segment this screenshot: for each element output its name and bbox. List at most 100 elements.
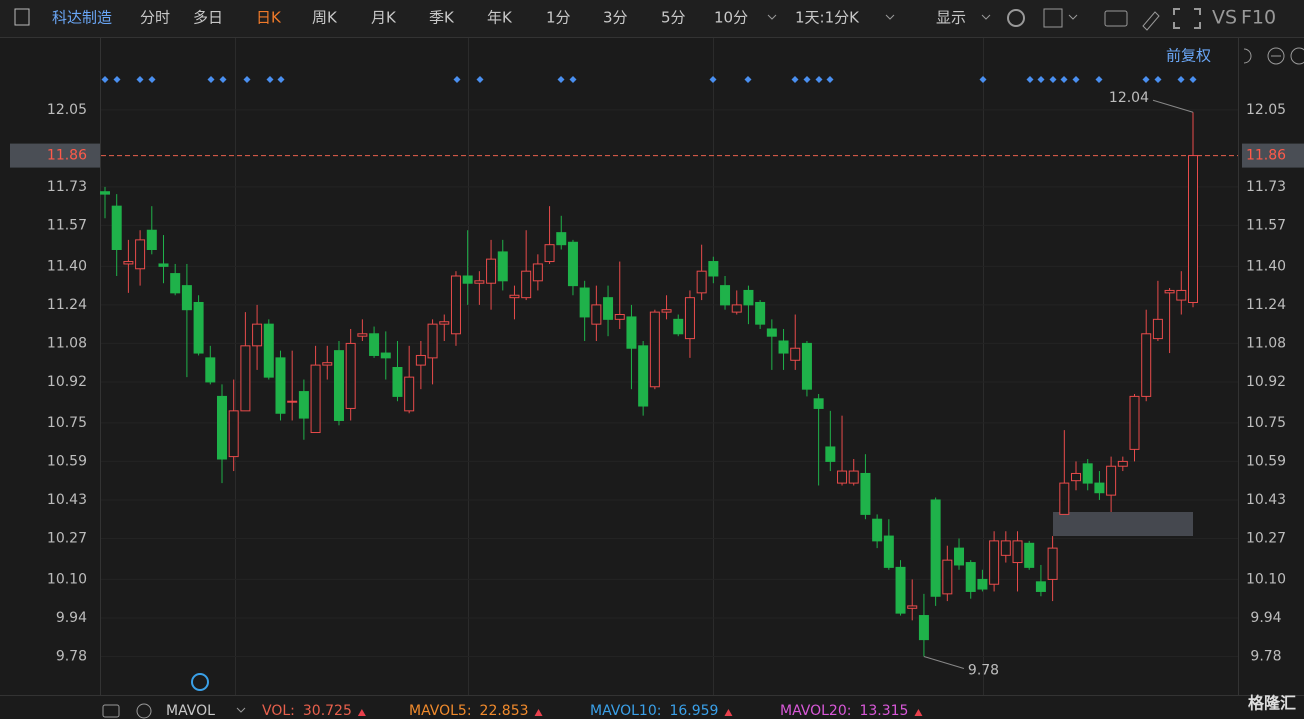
candle-body xyxy=(100,191,110,195)
indicator-value: 16.959 xyxy=(669,703,718,719)
signal-marker xyxy=(1142,76,1150,83)
y-tick-label-right: 11.08 xyxy=(1246,335,1286,351)
period-tab[interactable]: 日K xyxy=(256,9,282,27)
undo-icon[interactable] xyxy=(1243,48,1252,64)
period-tab[interactable]: 年K xyxy=(487,9,513,27)
period-tab[interactable]: 周K xyxy=(312,9,338,27)
zoom-in-icon[interactable] xyxy=(1290,47,1304,65)
candle-body xyxy=(1106,465,1117,496)
candle-body xyxy=(240,345,251,412)
period-tab[interactable]: 1分 xyxy=(546,9,571,27)
candle-body xyxy=(661,309,672,313)
y-tick-label-right: 10.59 xyxy=(1246,453,1286,469)
fullscreen-icon[interactable] xyxy=(1173,8,1201,29)
signal-marker xyxy=(136,76,144,83)
candle-body xyxy=(298,391,309,419)
chevron xyxy=(981,14,991,20)
candle-body xyxy=(731,304,742,313)
candle-body xyxy=(497,251,508,282)
brand: 格隆汇 xyxy=(1248,694,1296,713)
candle-body xyxy=(1094,482,1105,494)
period-tab[interactable]: 10分 xyxy=(714,9,748,27)
candle-body xyxy=(427,323,438,359)
candle-body xyxy=(404,376,415,412)
camera-icon[interactable] xyxy=(102,704,120,718)
locate-icon[interactable] xyxy=(191,673,209,691)
candle-body xyxy=(450,275,461,335)
y-tick-label-right: 10.75 xyxy=(1246,415,1286,431)
zoom-out-icon[interactable] xyxy=(1267,47,1285,65)
signal-marker xyxy=(219,76,227,83)
candle-body xyxy=(1117,460,1128,467)
candle-body xyxy=(111,205,122,251)
pen-icon[interactable] xyxy=(1142,11,1160,31)
candle-body xyxy=(486,258,497,284)
period-tab[interactable]: 月K xyxy=(371,9,397,27)
candle-body xyxy=(1082,463,1093,484)
signal-marker xyxy=(101,76,109,83)
up-arrow xyxy=(357,709,366,716)
candle-body xyxy=(380,352,391,359)
candle-body xyxy=(287,400,298,403)
signal-marker xyxy=(1026,76,1034,83)
signal-marker xyxy=(148,76,156,83)
candle-body xyxy=(872,518,883,542)
candle-body xyxy=(825,446,836,462)
up-arrow xyxy=(914,709,923,716)
f10-button[interactable]: F10 xyxy=(1241,7,1276,29)
signal-marker xyxy=(1189,76,1197,83)
period-select[interactable]: 1天:1分K xyxy=(795,9,860,27)
close-icon[interactable] xyxy=(136,703,152,719)
period-tab[interactable]: 5分 xyxy=(661,9,686,27)
signal-marker xyxy=(277,76,285,83)
period-tab[interactable]: 多日 xyxy=(193,9,223,27)
candle-body xyxy=(228,410,239,458)
candle-body xyxy=(1047,547,1058,580)
signal-marker xyxy=(1154,76,1162,83)
last-price-box xyxy=(1242,143,1304,168)
last-price-label-right: 11.86 xyxy=(1246,148,1286,164)
settings-icon[interactable] xyxy=(1007,9,1025,27)
signal-marker xyxy=(1095,76,1103,83)
panel-toggle[interactable] xyxy=(14,8,30,26)
box-icon[interactable] xyxy=(1043,8,1063,28)
y-tick-label-right: 9.78 xyxy=(1250,648,1281,664)
y-tick-label-right: 10.43 xyxy=(1246,492,1286,508)
y-tick-label: 10.75 xyxy=(47,415,87,431)
candle-body xyxy=(579,287,590,318)
candle-body xyxy=(369,333,380,356)
period-tab[interactable]: 分时 xyxy=(140,9,170,27)
candle-body xyxy=(778,340,789,354)
last-price-label: 11.86 xyxy=(47,148,87,164)
candle-body xyxy=(521,270,532,299)
indicator-value: 13.315 xyxy=(859,703,908,719)
candle-body xyxy=(930,499,941,597)
candle-body xyxy=(860,472,871,515)
adjust-select[interactable]: 前复权 xyxy=(1166,47,1211,65)
candle-body xyxy=(1059,482,1070,515)
period-tab[interactable]: 季K xyxy=(429,9,455,27)
candle-body xyxy=(965,562,976,592)
camera-icon[interactable] xyxy=(1104,10,1128,27)
stock-name[interactable]: 科达制造 xyxy=(52,9,112,27)
candle-body xyxy=(333,350,344,421)
selection-box[interactable] xyxy=(1053,512,1193,536)
candle-body xyxy=(895,566,906,614)
min-label: 9.78 xyxy=(968,662,999,678)
y-tick-label: 11.57 xyxy=(47,217,87,233)
candle-body xyxy=(977,578,988,590)
candle-body xyxy=(205,357,216,383)
up-arrow xyxy=(724,709,733,716)
candle-body xyxy=(720,285,731,306)
candle-body xyxy=(1035,581,1046,592)
signal-marker xyxy=(476,76,484,83)
up-arrow xyxy=(534,709,543,716)
candle-body xyxy=(1024,542,1035,568)
display-select[interactable]: 显示 xyxy=(936,9,966,27)
vs-button[interactable]: VS xyxy=(1212,7,1237,29)
candle-body xyxy=(544,244,555,263)
candle-body xyxy=(357,333,368,337)
period-tab[interactable]: 3分 xyxy=(603,9,628,27)
y-tick-label-right: 10.92 xyxy=(1246,374,1286,390)
indicator-select[interactable]: MAVOL xyxy=(166,703,215,719)
